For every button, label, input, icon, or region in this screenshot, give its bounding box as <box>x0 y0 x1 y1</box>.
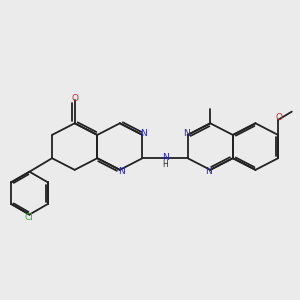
Text: N: N <box>183 129 190 138</box>
Text: N: N <box>140 129 147 138</box>
Text: Cl: Cl <box>25 213 33 222</box>
Text: O: O <box>71 94 78 103</box>
Text: N: N <box>162 153 169 162</box>
Text: N: N <box>206 167 212 176</box>
Text: H: H <box>162 160 168 169</box>
Text: N: N <box>118 167 124 176</box>
Text: O: O <box>276 113 283 122</box>
